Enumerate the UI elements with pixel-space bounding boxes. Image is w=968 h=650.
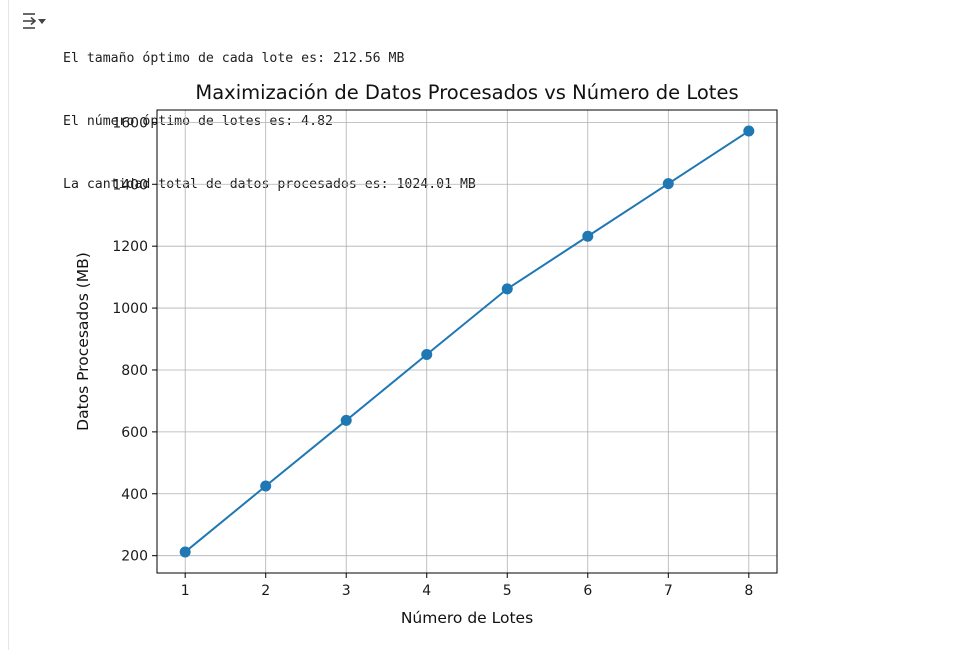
y-tick-label: 200 bbox=[121, 549, 148, 565]
data-point bbox=[340, 414, 352, 426]
x-tick-label: 3 bbox=[342, 583, 351, 599]
data-point bbox=[179, 546, 191, 558]
output-line-batch-count: El número óptimo de lotes es: 4.82 bbox=[63, 114, 333, 129]
output-line-total-data: La cantidad total de datos procesados es… bbox=[63, 177, 476, 192]
y-axis-label: Datos Procesados (MB) bbox=[74, 252, 92, 431]
output-line-batch-size: El tamaño óptimo de cada lote es: 212.56… bbox=[63, 51, 405, 66]
x-tick-label: 7 bbox=[664, 583, 673, 599]
x-tick-label: 5 bbox=[503, 583, 512, 599]
chart-svg: 1 2 3 4 5 6 7 8 200 400 600 800 1000 1200 1400 1600 Maxi… bbox=[74, 81, 778, 627]
data-point bbox=[421, 348, 433, 360]
cell-gutter bbox=[0, 0, 9, 650]
data-point bbox=[582, 230, 594, 242]
data-point bbox=[662, 178, 674, 190]
chart-title: Maximización de Datos Procesados vs Núme… bbox=[195, 81, 738, 104]
x-tick-label: 8 bbox=[744, 583, 753, 599]
y-tick-label: 800 bbox=[121, 363, 148, 379]
x-tick-label: 1 bbox=[181, 583, 190, 599]
y-tick-label: 1200 bbox=[112, 239, 148, 255]
y-tick-label: 1000 bbox=[112, 301, 148, 317]
cell-output-text: El tamaño óptimo de cada lote es: 212.56… bbox=[63, 6, 476, 216]
y-tick-label: 1600 bbox=[112, 115, 148, 131]
y-tick-label: 1400 bbox=[112, 177, 148, 193]
line-chart: 1 2 3 4 5 6 7 8 200 400 600 800 1000 1200 1400 1600 Maxi… bbox=[60, 72, 800, 642]
data-point bbox=[260, 480, 272, 492]
y-tick-label: 400 bbox=[121, 487, 148, 503]
series-line bbox=[184, 130, 750, 553]
x-tick-label: 4 bbox=[422, 583, 431, 599]
x-axis-label: Número de Lotes bbox=[401, 609, 533, 627]
plot-frame bbox=[156, 109, 778, 574]
x-tick-label: 2 bbox=[261, 583, 270, 599]
x-tick-label: 6 bbox=[583, 583, 592, 599]
output-collapse-icon[interactable] bbox=[21, 10, 49, 34]
data-point bbox=[743, 125, 755, 137]
y-tick-label: 600 bbox=[121, 425, 148, 441]
data-point bbox=[501, 283, 513, 295]
